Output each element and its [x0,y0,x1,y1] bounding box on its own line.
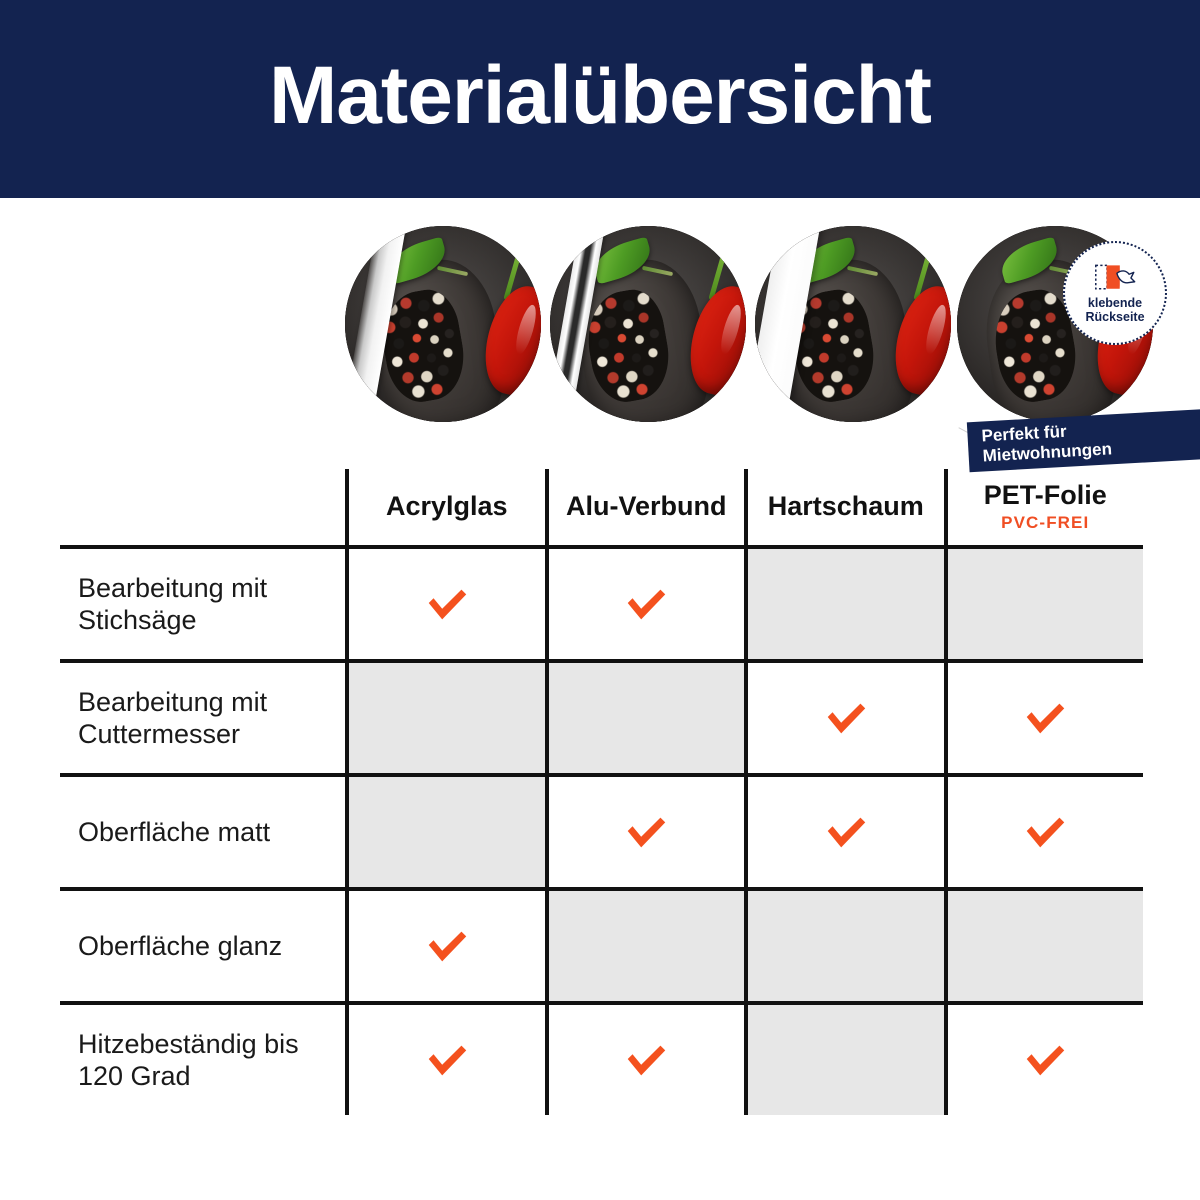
table-row: Oberfläche matt [60,773,1143,887]
column-header-label: PET-Folie [983,479,1107,510]
cell-not-supported [345,777,545,887]
check-icon [627,589,666,620]
check-icon [428,931,466,962]
row-label: Oberfläche glanz [78,930,283,961]
check-icon [627,817,666,848]
cell-supported [544,549,745,659]
column-header-label: Alu-Verbund [566,491,727,522]
cell-supported [744,663,944,773]
cell-supported [943,663,1144,773]
cell-not-supported [345,663,545,773]
product-thumbnail-alu-verbund[interactable] [550,226,746,422]
peel-sticker-icon [1095,264,1136,290]
column-header-label: Acrylglas [385,491,508,522]
column-header-acrylglas: Acrylglas [345,469,545,545]
page-title: Materialübersicht [269,50,932,141]
check-icon [627,1045,666,1076]
product-thumbnail-hartschaum[interactable] [755,226,951,422]
check-icon [827,817,865,848]
cell-not-supported [744,891,944,1001]
column-header-hartschaum: Hartschaum [744,469,944,545]
column-header-pet-folie: PET-Folie PVC-FREI [943,469,1144,545]
column-header-label: Hartschaum [767,491,924,522]
row-label-cell: Bearbeitung mit Stichsäge [60,549,345,659]
badge-label: klebende Rückseite [1085,296,1144,324]
check-icon [428,1045,466,1076]
check-icon [1026,1045,1065,1076]
cell-not-supported [544,663,744,773]
row-label: Bearbeitung mit Cuttermesser [78,686,268,749]
cell-supported [544,1005,745,1115]
badge-label-line1: klebende [1087,295,1143,310]
cell-not-supported [544,891,744,1001]
check-icon [827,703,865,734]
table-row: Oberfläche glanz [60,887,1143,1001]
table-body: Bearbeitung mit Stichsäge Bearbeitung mit… [60,545,1143,1115]
check-icon [1026,817,1065,848]
cell-not-supported [943,891,1143,1001]
cell-supported [544,777,745,887]
column-header-alu-verbund: Alu-Verbund [544,469,745,545]
table-row: Hitzebeständig bis 120 Grad [60,1001,1143,1115]
check-icon [428,589,466,620]
cell-supported [943,777,1144,887]
row-label-cell: Bearbeitung mit Cuttermesser [60,663,345,773]
product-thumbnail-acrylglas[interactable] [345,226,541,422]
klebende-rueckseite-badge: klebende Rückseite [1063,241,1167,345]
page-header-band: Materialübersicht [0,0,1200,198]
cell-not-supported [744,549,944,659]
cell-supported [345,891,545,1001]
material-comparison-table: Acrylglas Alu-Verbund Hartschaum PET-Fol… [60,469,1143,1115]
product-thumbnail-row [0,226,1200,436]
row-label-cell: Oberfläche glanz [60,891,345,1001]
column-header-sublabel-pvc-frei: PVC-FREI [1001,513,1090,533]
row-label: Bearbeitung mit Stichsäge [78,572,268,635]
row-label: Hitzebeständig bis 120 Grad [78,1028,299,1091]
cell-not-supported [943,549,1143,659]
table-row: Bearbeitung mit Stichsäge [60,545,1143,659]
table-header-row: Acrylglas Alu-Verbund Hartschaum PET-Fol… [60,469,1143,545]
badge-label-line2: Rückseite [1085,309,1145,324]
check-icon [1026,703,1065,734]
row-label-cell: Oberfläche matt [60,777,345,887]
table-row: Bearbeitung mit Cuttermesser [60,659,1143,773]
table-corner-cell [60,469,345,545]
cell-supported [345,549,545,659]
row-label-cell: Hitzebeständig bis 120 Grad [60,1005,345,1115]
cell-supported [345,1005,545,1115]
row-label: Oberfläche matt [78,816,271,847]
cell-not-supported [744,1005,944,1115]
cell-supported [744,777,944,887]
cell-supported [943,1005,1144,1115]
